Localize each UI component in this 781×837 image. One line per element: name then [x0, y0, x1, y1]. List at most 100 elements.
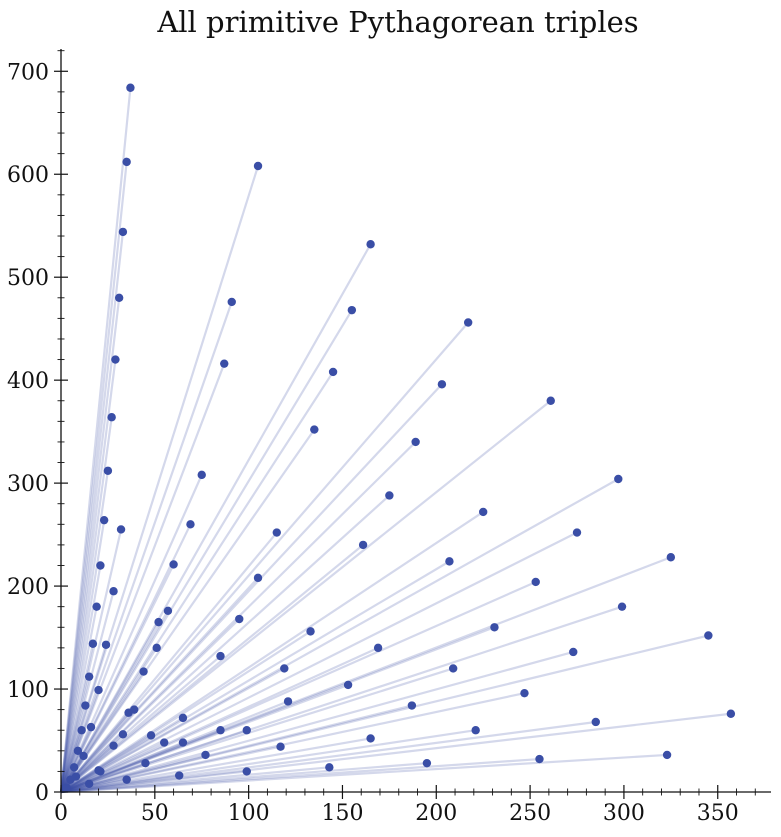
data-point — [283, 697, 293, 706]
data-point — [84, 672, 94, 681]
data-point — [88, 639, 98, 648]
data-point — [411, 437, 420, 447]
data-point — [118, 730, 128, 739]
data-point — [94, 685, 103, 695]
ray-line — [60, 646, 379, 794]
ray-line — [59, 474, 203, 793]
y-tick-label: 0 — [35, 781, 49, 806]
ray-line — [60, 683, 349, 794]
data-point — [227, 297, 236, 307]
data-point — [129, 705, 139, 714]
ray-line — [59, 529, 123, 793]
ray-line — [60, 716, 184, 793]
ray-line — [59, 297, 121, 793]
data-point — [662, 750, 672, 760]
data-point — [325, 763, 334, 772]
data-point — [186, 520, 195, 529]
x-tick-label: 0 — [54, 801, 68, 826]
data-point — [531, 577, 540, 587]
ray-line — [59, 165, 260, 793]
data-point — [471, 726, 480, 735]
data-point — [178, 738, 188, 747]
ray-line — [60, 428, 316, 793]
y-tick-label: 600 — [7, 163, 49, 188]
ray-line — [60, 670, 145, 793]
ray-line — [60, 580, 537, 794]
data-point — [242, 767, 251, 776]
ray-line — [60, 621, 160, 793]
data-point — [197, 470, 206, 480]
data-point — [69, 763, 79, 772]
ray-line — [60, 321, 470, 793]
data-point — [114, 293, 124, 302]
data-point — [109, 741, 118, 750]
ray-line — [60, 634, 709, 794]
ray-line — [60, 560, 450, 793]
ray-line — [60, 618, 241, 793]
ray-line — [60, 757, 540, 794]
data-point — [478, 507, 488, 517]
ray-line — [60, 762, 427, 794]
y-tick-label: 400 — [7, 369, 49, 394]
data-point — [220, 359, 229, 368]
ray-line — [59, 359, 117, 793]
data-point — [614, 474, 623, 484]
data-point — [306, 627, 315, 636]
data-point — [572, 528, 582, 537]
ray-line — [59, 470, 109, 793]
data-point — [343, 680, 353, 690]
ray-line — [60, 774, 180, 794]
ray-line — [59, 644, 108, 793]
ray-line — [60, 762, 146, 794]
ray-line — [60, 399, 552, 793]
ray-line — [60, 478, 619, 793]
data-point — [617, 602, 627, 611]
data-point — [358, 540, 368, 550]
data-point — [81, 701, 90, 710]
x-tick-label: 100 — [228, 801, 270, 826]
ray-line — [59, 363, 226, 793]
data-point — [163, 606, 173, 615]
ray-line — [60, 712, 732, 794]
data-point — [546, 396, 555, 405]
data-point — [111, 355, 120, 364]
ray-line — [59, 643, 94, 793]
ray-line — [60, 704, 413, 794]
data-point — [79, 751, 88, 761]
data-point — [520, 688, 529, 698]
axes: 0 50 100 150 200 250 300 350 0 100 200 300 400 500 600… — [7, 49, 771, 826]
ray-line — [60, 726, 93, 793]
ray-line — [60, 556, 672, 794]
ray-line — [60, 692, 525, 794]
ray-line — [59, 590, 115, 793]
ray-line — [59, 87, 132, 793]
ray-line — [60, 511, 484, 793]
data-point — [107, 413, 116, 422]
ray-line — [59, 417, 113, 793]
data-point — [216, 726, 225, 735]
data-point — [448, 664, 458, 673]
data-point — [146, 731, 156, 740]
data-point — [141, 758, 150, 768]
data-point — [96, 767, 105, 776]
y-tick-label: 500 — [7, 266, 49, 291]
chart-title: All primitive Pythagorean triples — [156, 5, 638, 39]
data-point — [328, 367, 338, 377]
ray-line — [60, 243, 372, 793]
y-tick-label: 700 — [7, 60, 49, 85]
data-point — [96, 561, 105, 570]
data-point — [139, 667, 148, 676]
data-point — [422, 758, 432, 768]
ray-line — [60, 753, 206, 794]
data-point — [160, 738, 169, 747]
y-tick-label: 300 — [7, 472, 49, 497]
data-point — [437, 380, 447, 389]
data-point — [407, 701, 417, 710]
y-tick-label: 100 — [7, 678, 49, 703]
data-point — [126, 83, 135, 92]
points-layer — [62, 83, 736, 793]
data-point — [77, 726, 86, 735]
ray-line — [60, 741, 184, 794]
data-point — [118, 227, 128, 237]
